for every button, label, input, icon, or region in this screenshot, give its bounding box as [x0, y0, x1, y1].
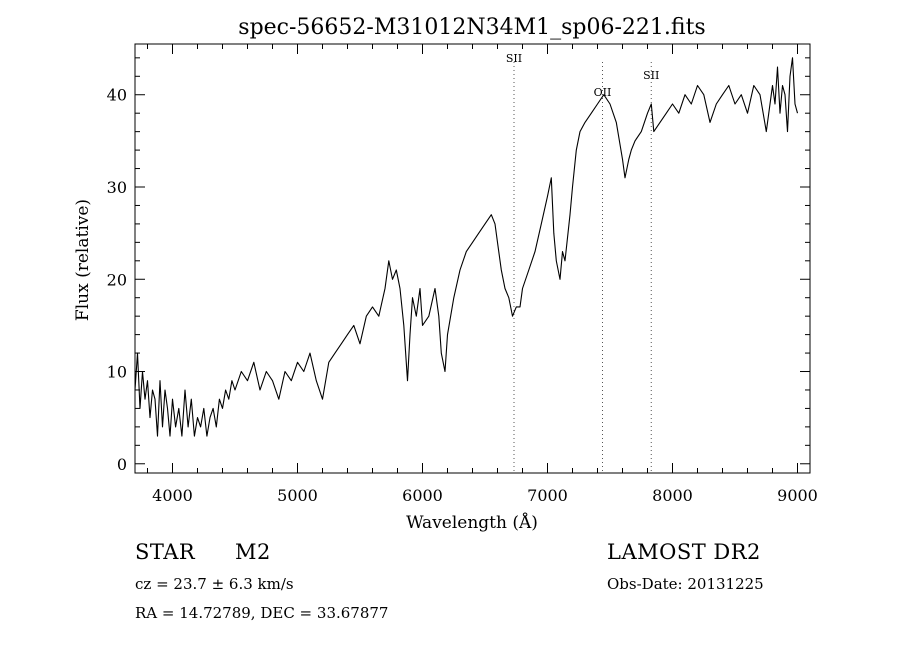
plot-frame	[134, 43, 811, 474]
x-tick-label: 6000	[402, 486, 443, 505]
coordinates-text: RA = 14.72789, DEC = 33.67877	[135, 604, 389, 622]
survey-label: LAMOST DR2	[607, 540, 761, 564]
object-class: STAR	[135, 540, 196, 564]
x-tick-label: 8000	[652, 486, 693, 505]
x-tick-label: 9000	[777, 486, 818, 505]
x-axis-label: Wavelength (Å)	[406, 512, 538, 533]
x-tick-label: 5000	[277, 486, 318, 505]
y-tick-label: 10	[107, 363, 127, 382]
x-tick-label: 4000	[152, 486, 193, 505]
emission-line-label: SII	[506, 52, 522, 65]
y-tick-label: 20	[107, 270, 127, 289]
x-tick-label: 7000	[527, 486, 568, 505]
chart-title: spec-56652-M31012N34M1_sp06-221.fits	[238, 15, 705, 40]
y-tick-label: 0	[117, 455, 127, 474]
obs-date-text: Obs-Date: 20131225	[607, 575, 764, 593]
y-axis-label: Flux (relative)	[73, 199, 93, 321]
spectrum-line	[134, 57, 799, 437]
y-tick-label: 30	[107, 178, 127, 197]
emission-line-label: OII	[594, 86, 612, 99]
plot-area: 4000 5000 6000 7000 8000 9000 0 10 20 30 40 SII OII S…	[107, 43, 818, 505]
redshift-text: cz = 23.7 ± 6.3 km/s	[135, 575, 294, 593]
object-subclass: M2	[235, 540, 271, 564]
y-tick-label: 40	[107, 86, 127, 105]
emission-line-label: SII	[643, 69, 659, 82]
